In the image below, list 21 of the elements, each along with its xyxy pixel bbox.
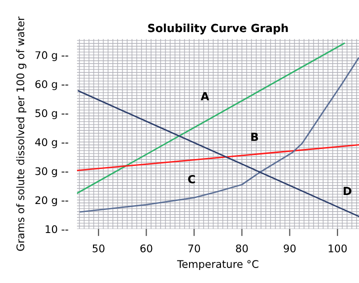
y-tick-label: 20 g -- [35,196,68,206]
x-tick-label: 50 [92,244,104,252]
series-label: A [200,92,210,100]
x-tick-label: 70 [188,244,200,252]
y-axis-title: Grams of solute dissolved per 100 g of water [16,16,26,251]
x-axis-title: Temperature °C [177,260,258,270]
x-tick-label: 100 [328,244,347,252]
y-tick-label: 40 g -- [35,138,68,148]
series-label: B [251,132,258,141]
x-tick-label: 90 [284,244,296,252]
y-tick-label: 50 g -- [35,109,68,120]
series-label: C [188,174,195,184]
y-tick-label: 70 g -- [36,51,68,62]
line-series [80,57,359,213]
y-tick-label: 30 g -- [35,167,68,178]
x-tick-label: 60 [140,244,152,252]
y-tick-label: 60 g -- [35,80,68,90]
x-tick-label: 80 [236,244,248,252]
chart-title: Solubility Curve Graph [148,24,288,34]
series-label: D [344,186,352,196]
y-tick-label: 10 -- [46,225,68,234]
